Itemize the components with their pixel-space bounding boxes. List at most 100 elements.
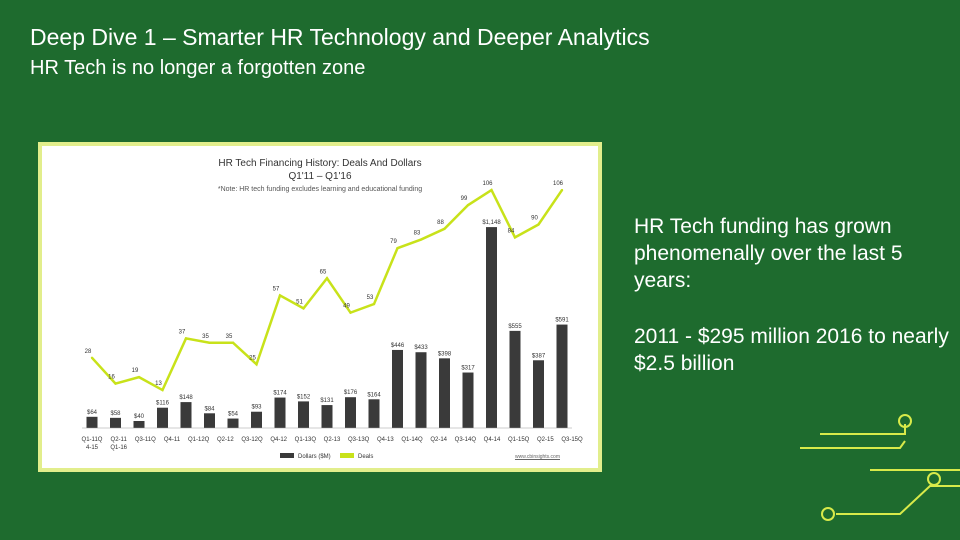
- deals-point: [349, 311, 352, 314]
- bar: [157, 407, 168, 428]
- bar-label: $164: [367, 392, 381, 398]
- deals-point: [560, 188, 564, 192]
- deals-point: [114, 382, 117, 385]
- bar: [486, 227, 497, 428]
- deals-label: 90: [531, 216, 538, 222]
- deals-point: [161, 388, 164, 392]
- deals-label: 16: [108, 375, 115, 381]
- deals-label: 51: [296, 299, 303, 305]
- deals-label: 49: [343, 304, 350, 310]
- legend-swatch-dollars: [280, 453, 294, 458]
- legend-label-deals: Deals: [358, 454, 373, 460]
- deals-label: 53: [367, 295, 374, 301]
- bar-label: $398: [438, 351, 452, 357]
- bar-label: $1,148: [482, 220, 501, 226]
- bar-label: $174: [273, 391, 287, 397]
- bar-label: $387: [532, 353, 546, 359]
- deals-point: [396, 246, 399, 250]
- bar-label: $40: [134, 414, 145, 420]
- deals-label: 35: [202, 334, 209, 340]
- bar: [180, 402, 192, 428]
- slide-title: Deep Dive 1 – Smarter HR Technology and …: [30, 24, 650, 50]
- bar: [110, 417, 121, 428]
- deals-point: [184, 337, 188, 340]
- deals-point: [537, 223, 540, 226]
- x-tick-label: Q2-15: [537, 437, 554, 443]
- deals-label: 35: [226, 334, 233, 340]
- deals-point: [278, 294, 282, 297]
- deals-label: 19: [132, 368, 139, 374]
- x-tick-label: Q4-13: [377, 437, 394, 443]
- bar: [556, 324, 568, 428]
- bar: [439, 358, 450, 428]
- x-tick-label: Q2-12: [217, 437, 234, 443]
- bar: [462, 372, 474, 428]
- x-tick-label: Q4-14: [484, 437, 501, 443]
- deals-point: [466, 203, 470, 207]
- bar-label: $152: [297, 394, 311, 400]
- x-tick-label: Q1-15Q: [508, 437, 530, 443]
- circuit-trace: [836, 485, 960, 515]
- deals-point: [443, 227, 446, 230]
- deals-label: 65: [320, 269, 327, 275]
- deals-point: [513, 236, 517, 239]
- bar: [86, 416, 98, 428]
- bar-label: $93: [251, 405, 262, 411]
- chart-frame: HR Tech Financing History: Deals And Dol…: [38, 142, 602, 472]
- bar-label: $148: [179, 395, 193, 401]
- deals-point: [231, 341, 235, 344]
- deals-point: [255, 363, 258, 366]
- bar-label: $84: [204, 406, 215, 412]
- circuit-trace: [820, 424, 906, 435]
- bar: [415, 352, 427, 428]
- bar: [133, 421, 145, 428]
- deals-point: [302, 307, 305, 310]
- bar: [204, 413, 215, 428]
- deals-point: [208, 341, 211, 344]
- deals-label: 25: [249, 355, 256, 361]
- bar: [298, 401, 309, 428]
- circuit-node-icon: [927, 472, 941, 486]
- legend-label-dollars: Dollars ($M): [298, 454, 331, 460]
- bar: [509, 330, 521, 428]
- deals-label: 83: [414, 231, 421, 237]
- deals-point: [137, 375, 141, 379]
- x-tick-label: Q1-16: [110, 445, 127, 451]
- bar-label: $116: [156, 401, 170, 407]
- bar-label: $58: [110, 411, 121, 417]
- bar-label: $64: [87, 410, 98, 416]
- bar: [533, 360, 544, 428]
- deals-label: 57: [273, 286, 280, 292]
- x-tick-label: Q3-12Q: [241, 437, 263, 443]
- chart-note: *Note: HR tech funding excludes learning…: [217, 186, 423, 193]
- deals-label: 106: [482, 181, 493, 187]
- legend-swatch-deals: [340, 453, 354, 458]
- bar: [321, 405, 333, 428]
- x-tick-label: Q4-12: [270, 437, 287, 443]
- deals-point: [490, 188, 493, 192]
- x-tick-label: Q2-14: [430, 437, 447, 443]
- chart-plot: $64 $58 $40 $116 $148 $84 $54 $93 $174 $152 $131 $1…: [82, 181, 583, 460]
- x-tick-label: Q1-14Q: [401, 437, 423, 443]
- circuit-trace: [800, 440, 906, 449]
- x-tick-label: Q3-11Q: [135, 437, 156, 443]
- bar-label: $446: [391, 343, 405, 349]
- bar-label: $176: [344, 390, 358, 396]
- x-tick-label: 4-15: [86, 445, 99, 451]
- bar-label: $54: [228, 412, 239, 418]
- side-text-figures: 2011 - $295 million 2016 to nearly $2.5 …: [634, 325, 949, 375]
- circuit-node-icon: [821, 507, 835, 521]
- bar: [274, 397, 286, 428]
- deals-label: 106: [553, 181, 564, 187]
- x-tick-label: Q1-13Q: [295, 437, 317, 443]
- x-tick-label: Q2-11: [111, 437, 128, 443]
- bar-label: $555: [508, 324, 522, 330]
- bar: [345, 397, 356, 428]
- deals-point: [419, 238, 423, 241]
- x-tick-label: Q3-15Q: [561, 437, 583, 443]
- deals-label: 88: [437, 220, 444, 226]
- chart-subtitle: Q1'11 – Q1'16: [288, 171, 352, 182]
- deals-label: 28: [85, 349, 92, 355]
- deals-label: 84: [508, 228, 515, 234]
- bar-label: $131: [320, 398, 334, 404]
